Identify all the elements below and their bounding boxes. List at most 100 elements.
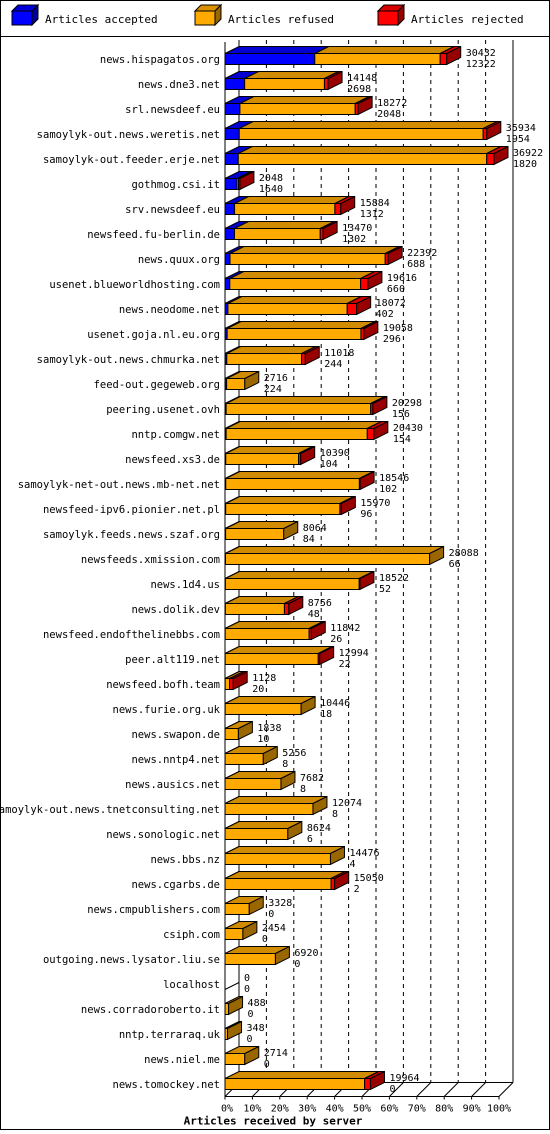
data-label-accepted-news-furie-org-uk: 18 (320, 709, 332, 720)
data-label-accepted-nntp-terraraq-uk: 0 (247, 1034, 253, 1045)
bar-top-refused-peer-alt119-net (225, 647, 332, 654)
data-label-accepted-news-quux-org: 688 (407, 259, 425, 270)
bar-rejected-news-dne3-net (324, 79, 328, 90)
x-tick-label: 0% (221, 1104, 233, 1115)
data-label-total-usenet-goja-nl-eu-org: 19058 (383, 323, 413, 334)
bar-refused-peering-usenet-ovh (226, 404, 371, 415)
bar-accepted-srv-newsdeef-eu (225, 204, 235, 215)
x-tick-label: 90% (463, 1104, 481, 1115)
data-label-accepted-news-neodome-net: 402 (376, 309, 394, 320)
x-tick-label: 10% (243, 1104, 261, 1115)
data-label-total-gothmog-csi-it: 2048 (259, 173, 283, 184)
data-label-accepted-news-hispagatos-org: 12322 (466, 59, 496, 70)
bar-top-refused-news-bbs-nz (225, 847, 344, 854)
data-label-total-samoylyk-net-out-news-mb-net-net: 18546 (379, 473, 409, 484)
bar-top-refused-news-cgarbs-de (225, 872, 345, 879)
data-label-total-news-ausics-net: 7682 (300, 773, 324, 784)
bar-refused-usenet-goja-nl-eu-org (227, 329, 361, 340)
data-label-total-samoylyk-feeds-news-szaf-org: 8064 (303, 523, 327, 534)
bar-top-refused-usenet-blueworldhosting-com (230, 272, 375, 279)
data-label-accepted-news-swapon-de: 10 (257, 734, 269, 745)
bar-rejected-newsfeed-bofh-team (230, 679, 234, 690)
bar-refused-newsfeed-xs3-de (226, 454, 299, 465)
data-label-accepted-newsfeed-fu-berlin-de: 1302 (342, 234, 366, 245)
legend-label-articles-refused: Articles refused (228, 13, 334, 26)
bar-top-refused-samoylyk-out-news-chmurka-net (227, 347, 316, 354)
bar-refused-newsfeed-ipv6-pionier-net-pl (226, 504, 340, 515)
data-label-total-newsfeed-fu-berlin-de: 13470 (342, 223, 372, 234)
floor-diagonal (499, 1083, 513, 1097)
data-label-total-outgoing-news-lysator-liu-se: 6920 (294, 948, 318, 959)
category-label-news-furie-org-uk: news.furie.org.uk (113, 704, 221, 716)
data-label-accepted-news-nntp4-net: 8 (282, 759, 288, 770)
category-label-csiph-com: csiph.com (163, 929, 220, 941)
category-label-samoylyk-out-feeder-erje-net: samoylyk-out.feeder.erje.net (43, 154, 220, 166)
category-label-news-quux-org: news.quux.org (138, 254, 220, 266)
bar-refused-news-bbs-nz (225, 854, 330, 865)
category-label-newsfeed-bofh-team: newsfeed.bofh.team (106, 679, 220, 691)
data-label-accepted-srv-newsdeef-eu: 1312 (360, 209, 384, 220)
data-label-accepted-outgoing-news-lysator-liu-se: 0 (294, 959, 300, 970)
bar-refused-newsfeed-fu-berlin-de (234, 229, 320, 240)
category-label-usenet-blueworldhosting-com: usenet.blueworldhosting.com (49, 279, 220, 291)
bar-refused-news-nntp4-net (225, 754, 263, 765)
data-label-total-usenet-blueworldhosting-com: 19616 (387, 273, 417, 284)
bar-refused-news-niel-me (225, 1054, 245, 1065)
bar-top-accepted-news-hispagatos-org (225, 47, 329, 54)
category-label-news-corradoroberto-it: news.corradoroberto.it (81, 1004, 220, 1016)
bar-refused-samoylyk-out-news-chmurka-net (227, 354, 302, 365)
data-label-accepted-news-dne3-net: 2698 (347, 84, 371, 95)
data-label-total-samoylyk-out-news-weretis-net: 35934 (506, 123, 536, 134)
bar-refused-nntp-comgw-net (226, 429, 367, 440)
bar-rejected-news-dolik-dev (284, 604, 288, 615)
bar-refused-news-corradoroberto-it (225, 1004, 229, 1015)
bar-top-refused-news-furie-org-uk (225, 697, 315, 704)
bar-top-refused-news-neodome-net (228, 297, 361, 304)
bar-refused-srl-newsdeef-eu (240, 104, 355, 115)
x-tick-label: 70% (408, 1104, 426, 1115)
data-label-accepted-news-cgarbs-de: 2 (354, 884, 360, 895)
bar-accepted-samoylyk-out-feeder-erje-net (225, 154, 238, 165)
bar-accepted-gothmog-csi-it (225, 179, 237, 190)
data-label-accepted-news-tomockey-net: 0 (389, 1084, 395, 1095)
data-label-total-csiph-com: 2454 (262, 923, 286, 934)
x-tick-label: 40% (326, 1104, 344, 1115)
data-label-accepted-localhost: 0 (244, 984, 250, 995)
category-label-peering-usenet-ovh: peering.usenet.ovh (106, 404, 220, 416)
bar-refused-samoylyk-out-news-tnetconsulting-net (225, 804, 313, 815)
data-label-accepted-newsfeeds-xmission-com: 66 (449, 559, 461, 570)
x-tick-label: 100% (487, 1104, 511, 1115)
category-label-srl-newsdeef-eu: srl.newsdeef.eu (125, 104, 220, 116)
category-label-feed-out-gegeweb-org: feed-out.gegeweb.org (94, 379, 220, 391)
category-label-samoylyk-out-news-chmurka-net: samoylyk-out.news.chmurka.net (37, 354, 220, 366)
legend-swatch-articles-rejected (378, 11, 398, 25)
data-label-accepted-srl-newsdeef-eu: 2048 (377, 109, 401, 120)
bar-refused-news-hispagatos-org (315, 54, 440, 65)
bar-top-refused-news-1d4-us (225, 572, 373, 579)
x-axis-title: Articles received by server (184, 1115, 363, 1128)
data-label-accepted-newsfeed-bofh-team: 20 (252, 684, 264, 695)
bar-top-refused-srl-newsdeef-eu (240, 97, 369, 104)
x-tick-label: 60% (380, 1104, 398, 1115)
legend-label-articles-accepted: Articles accepted (45, 13, 158, 26)
bar-refused-newsfeed-bofh-team (225, 679, 229, 690)
data-label-accepted-csiph-com: 0 (262, 934, 268, 945)
x-tick-label: 50% (353, 1104, 371, 1115)
bar-top-refused-newsfeed-ipv6-pionier-net-pl (226, 497, 354, 504)
bar-refused-feed-out-gegeweb-org (227, 379, 245, 390)
bar-refused-news-sonologic-net (225, 829, 288, 840)
bar-rejected-samoylyk-out-feeder-erje-net (487, 154, 494, 165)
data-label-total-newsfeed-endofthelinebbs-com: 11842 (330, 623, 360, 634)
bar-top-refused-nntp-comgw-net (226, 422, 381, 429)
category-label-newsfeed-ipv6-pionier-net-pl: newsfeed-ipv6.pionier.net.pl (43, 504, 220, 516)
bar-refused-news-cmpublishers-com (225, 904, 249, 915)
category-label-newsfeeds-xmission-com: newsfeeds.xmission.com (81, 554, 220, 566)
bar-top-refused-samoylyk-out-news-tnetconsulting-net (225, 797, 327, 804)
x-tick-label: 30% (298, 1104, 316, 1115)
bar-accepted-news-quux-org (225, 254, 230, 265)
bar-refused-news-swapon-de (225, 729, 238, 740)
data-label-accepted-news-1d4-us: 52 (379, 584, 391, 595)
bar-refused-csiph-com (225, 929, 243, 940)
data-label-total-peering-usenet-ovh: 20298 (392, 398, 422, 409)
bar-rejected-samoylyk-out-news-weretis-net (483, 129, 487, 140)
